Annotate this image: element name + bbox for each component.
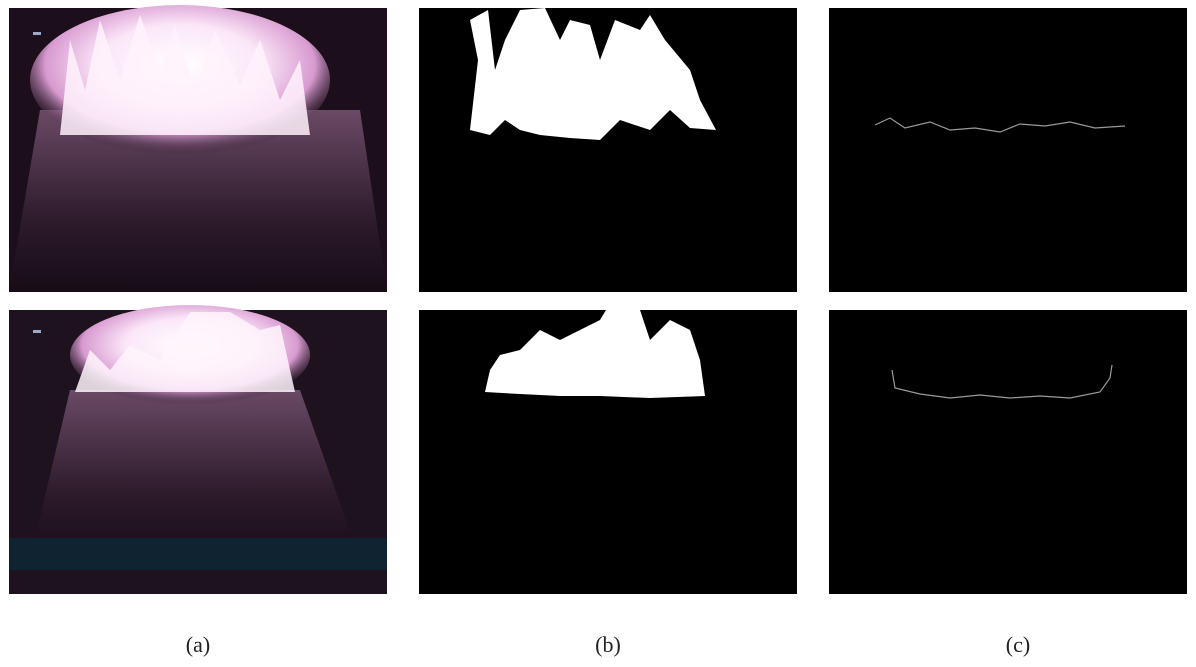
source-image: [9, 5, 387, 292]
caption: (b): [595, 632, 621, 657]
source-image: [9, 305, 387, 594]
mask-image: [419, 8, 797, 594]
caption: (c): [1006, 632, 1030, 657]
edge-image: [829, 8, 1187, 594]
caption: (a): [186, 632, 210, 657]
